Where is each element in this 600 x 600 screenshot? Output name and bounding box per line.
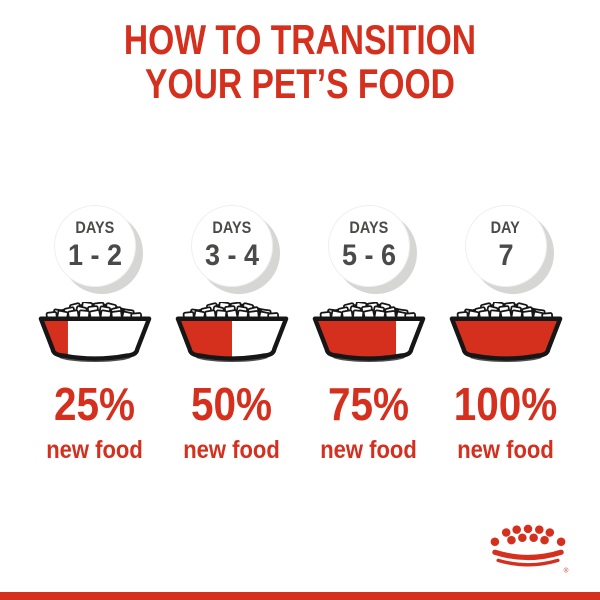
percent-label: 50% <box>190 378 273 430</box>
caption-label: new food <box>320 435 417 464</box>
percent-label: 100% <box>453 378 558 430</box>
title-line-2: YOUR PET’S FOOD <box>145 60 455 108</box>
day-label: DAYS <box>212 218 251 237</box>
royal-canin-crown-logo: ® <box>486 524 570 578</box>
svg-text:®: ® <box>564 566 569 574</box>
day-badge: DAYS 1 - 2 <box>53 205 136 287</box>
percent-label: 75% <box>327 378 410 430</box>
day-badge: DAY 7 <box>464 205 547 287</box>
day-label: DAYS <box>349 218 388 237</box>
caption-label: new food <box>457 435 554 464</box>
day-badge: DAYS 5 - 6 <box>327 205 410 287</box>
transition-step: DAYS 1 - 2 25% new food <box>26 205 163 463</box>
day-label: DAY <box>490 218 521 237</box>
percent-label: 25% <box>53 378 136 430</box>
bottom-red-bar <box>0 592 600 600</box>
food-bowl-icon <box>163 302 300 365</box>
day-label: DAYS <box>75 218 114 237</box>
food-bowl-icon <box>437 302 574 365</box>
food-bowl-icon <box>300 302 437 365</box>
caption-label: new food <box>46 435 143 464</box>
day-range: 1 - 2 <box>67 239 122 272</box>
day-range: 3 - 4 <box>204 239 259 272</box>
day-range: 5 - 6 <box>341 239 396 272</box>
transition-step: DAYS 3 - 4 50% new food <box>163 205 300 463</box>
transition-steps-row: DAYS 1 - 2 25% new food DAYS 3 - 4 50% n… <box>26 205 574 463</box>
page-title: HOW TO TRANSITION YOUR PET’S FOOD <box>60 16 540 108</box>
day-badge: DAYS 3 - 4 <box>190 205 273 287</box>
day-range: 7 <box>497 239 514 272</box>
transition-step: DAYS 5 - 6 75% new food <box>300 205 437 463</box>
caption-label: new food <box>183 435 280 464</box>
title-line-1: HOW TO TRANSITION <box>123 16 477 63</box>
food-bowl-icon <box>26 302 163 365</box>
transition-step: DAY 7 100% new food <box>437 205 574 463</box>
